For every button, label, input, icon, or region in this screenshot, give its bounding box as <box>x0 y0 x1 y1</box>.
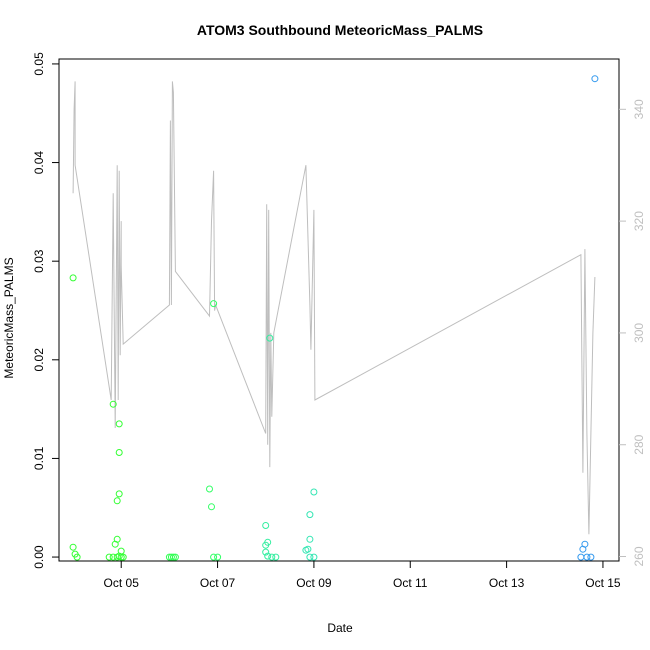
data-point <box>115 490 123 498</box>
data-point <box>583 553 591 561</box>
data-point <box>272 553 280 561</box>
data-point <box>310 553 318 561</box>
data-point <box>69 274 77 282</box>
data-point <box>115 420 123 428</box>
x-tick-label: Oct 09 <box>296 576 332 590</box>
data-point <box>581 540 589 548</box>
x-tick-label: Oct 15 <box>585 576 621 590</box>
data-point <box>262 541 270 549</box>
y-left-tick-label: 0.05 <box>32 52 46 76</box>
y-right-tick-label: 300 <box>632 323 646 343</box>
data-point <box>262 522 270 529</box>
data-point <box>115 449 123 456</box>
data-point <box>69 543 77 551</box>
data-point <box>169 553 177 561</box>
y-right-tick-label: 260 <box>632 546 646 566</box>
y-axis-right: 260 280 300 320 340 <box>619 99 646 567</box>
data-point <box>109 400 117 408</box>
y-axis-left: 0.00 0.01 0.02 0.03 0.04 0.05 <box>32 52 59 569</box>
x-tick-label: Oct 05 <box>104 576 140 590</box>
data-point <box>210 553 218 561</box>
x-tick-label: Oct 07 <box>200 576 236 590</box>
x-axis-label: Date <box>327 621 353 635</box>
y-left-tick-label: 0.02 <box>32 348 46 372</box>
data-point <box>266 334 274 342</box>
data-point <box>105 553 113 561</box>
data-point <box>587 553 595 561</box>
data-point <box>119 553 127 561</box>
secondary-line-layer <box>72 81 596 535</box>
data-point <box>73 553 81 561</box>
points-layer <box>69 75 599 561</box>
data-point <box>113 535 121 543</box>
y-axis-label: MeteoricMass_PALMS <box>2 257 16 378</box>
chart-title: ATOM3 Southbound MeteoricMass_PALMS <box>197 22 483 38</box>
data-point <box>306 511 314 519</box>
y-right-tick-label: 320 <box>632 211 646 231</box>
data-point <box>304 545 312 553</box>
data-point <box>210 300 218 308</box>
data-point <box>171 553 179 561</box>
data-point <box>208 503 215 511</box>
x-tick-label: Oct 13 <box>489 576 525 590</box>
data-point <box>167 553 175 561</box>
plot-frame <box>58 58 620 562</box>
y-left-tick-label: 0.04 <box>32 151 46 175</box>
data-point <box>117 553 125 561</box>
y-right-tick-label: 280 <box>632 434 646 454</box>
y-left-tick-label: 0.03 <box>32 249 46 273</box>
secondary-series-line <box>72 81 596 535</box>
y-left-tick-label: 0.01 <box>32 446 46 470</box>
x-tick-label: Oct 11 <box>393 576 428 590</box>
data-point <box>262 548 270 556</box>
data-point <box>310 488 318 496</box>
data-point <box>268 553 276 561</box>
y-left-tick-label: 0.00 <box>32 545 46 569</box>
y-right-tick-label: 340 <box>632 99 646 119</box>
data-point <box>591 75 599 83</box>
data-point <box>306 553 314 561</box>
data-point <box>214 553 222 561</box>
data-point <box>264 552 272 560</box>
x-axis: Oct 05 Oct 07 Oct 09 Oct 11 Oct 13 Oct 15 <box>104 561 621 590</box>
data-point <box>306 535 314 543</box>
data-point <box>113 497 121 505</box>
data-point <box>206 485 213 493</box>
